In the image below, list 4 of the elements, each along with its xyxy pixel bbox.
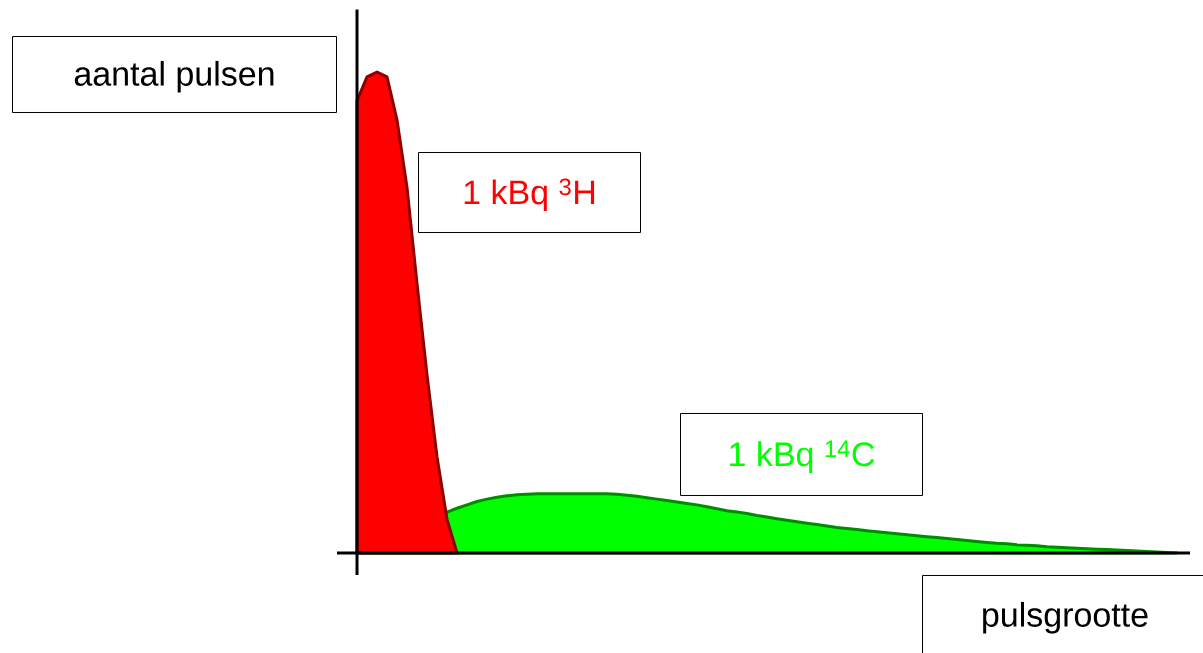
x-axis-title: pulsgrootte [983, 601, 1148, 634]
series-label: 1 kBq $^{3}$H [464, 178, 595, 212]
series-label: 1 kBq $^{14}$C [730, 440, 875, 473]
y-axis-title: aantal pulsen [74, 60, 274, 93]
